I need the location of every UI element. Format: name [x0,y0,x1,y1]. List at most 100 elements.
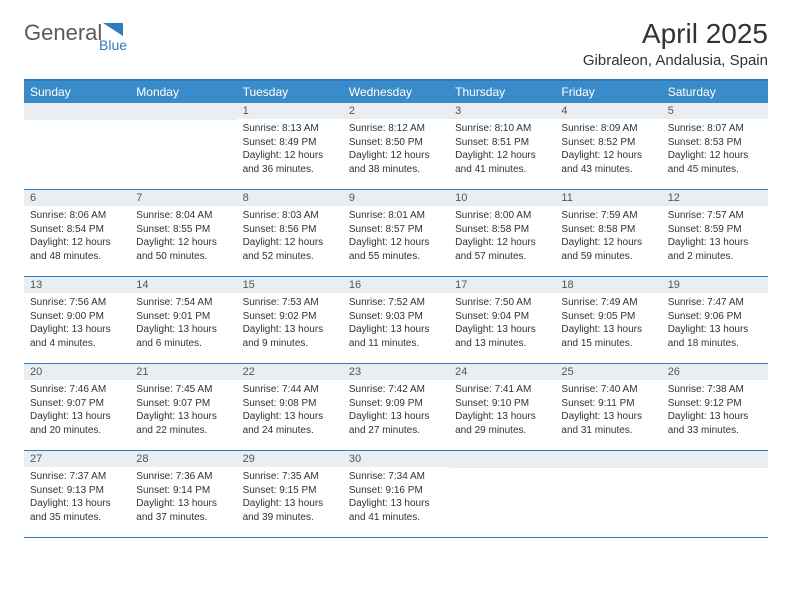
sunrise-line: Sunrise: 8:07 AM [668,122,762,136]
daylight-line: and 59 minutes. [561,250,655,264]
day-body: Sunrise: 7:46 AMSunset: 9:07 PMDaylight:… [24,380,130,441]
sunset-line: Sunset: 9:10 PM [455,397,549,411]
day-number: 10 [449,190,555,206]
daylight-line: and 15 minutes. [561,337,655,351]
sunset-line: Sunset: 8:53 PM [668,136,762,150]
sunset-line: Sunset: 8:49 PM [243,136,337,150]
daylight-line: and 43 minutes. [561,163,655,177]
day-cell: 22Sunrise: 7:44 AMSunset: 9:08 PMDayligh… [237,364,343,450]
empty-cell [555,451,661,537]
sunset-line: Sunset: 9:07 PM [30,397,124,411]
day-number: 19 [662,277,768,293]
daylight-line: and 35 minutes. [30,511,124,525]
sunrise-line: Sunrise: 8:09 AM [561,122,655,136]
day-number [662,451,768,468]
day-cell: 3Sunrise: 8:10 AMSunset: 8:51 PMDaylight… [449,103,555,189]
daylight-line: Daylight: 13 hours [243,410,337,424]
weekday-header: Wednesday [343,81,449,103]
daylight-line: Daylight: 13 hours [136,323,230,337]
day-number: 7 [130,190,236,206]
sunrise-line: Sunrise: 7:52 AM [349,296,443,310]
day-cell: 13Sunrise: 7:56 AMSunset: 9:00 PMDayligh… [24,277,130,363]
day-body: Sunrise: 7:57 AMSunset: 8:59 PMDaylight:… [662,206,768,267]
day-number: 23 [343,364,449,380]
daylight-line: and 2 minutes. [668,250,762,264]
sunrise-line: Sunrise: 7:53 AM [243,296,337,310]
sunrise-line: Sunrise: 7:34 AM [349,470,443,484]
sunrise-line: Sunrise: 8:01 AM [349,209,443,223]
empty-cell [24,103,130,189]
daylight-line: Daylight: 12 hours [349,236,443,250]
week-row: 27Sunrise: 7:37 AMSunset: 9:13 PMDayligh… [24,451,768,538]
sunset-line: Sunset: 9:02 PM [243,310,337,324]
sunset-line: Sunset: 8:52 PM [561,136,655,150]
day-number: 29 [237,451,343,467]
day-body: Sunrise: 8:10 AMSunset: 8:51 PMDaylight:… [449,119,555,180]
day-cell: 1Sunrise: 8:13 AMSunset: 8:49 PMDaylight… [237,103,343,189]
sunset-line: Sunset: 9:01 PM [136,310,230,324]
daylight-line: and 24 minutes. [243,424,337,438]
daylight-line: Daylight: 12 hours [455,149,549,163]
daylight-line: Daylight: 13 hours [30,323,124,337]
day-number: 25 [555,364,661,380]
daylight-line: Daylight: 13 hours [243,497,337,511]
day-body: Sunrise: 7:50 AMSunset: 9:04 PMDaylight:… [449,293,555,354]
sunrise-line: Sunrise: 8:12 AM [349,122,443,136]
daylight-line: Daylight: 13 hours [668,236,762,250]
week-row: 1Sunrise: 8:13 AMSunset: 8:49 PMDaylight… [24,103,768,190]
daylight-line: and 38 minutes. [349,163,443,177]
sunset-line: Sunset: 8:58 PM [455,223,549,237]
daylight-line: and 18 minutes. [668,337,762,351]
day-number: 1 [237,103,343,119]
daylight-line: Daylight: 12 hours [561,149,655,163]
day-number: 15 [237,277,343,293]
calendar: SundayMondayTuesdayWednesdayThursdayFrid… [24,79,768,538]
daylight-line: Daylight: 12 hours [455,236,549,250]
day-number: 14 [130,277,236,293]
daylight-line: and 20 minutes. [30,424,124,438]
day-cell: 2Sunrise: 8:12 AMSunset: 8:50 PMDaylight… [343,103,449,189]
daylight-line: and 6 minutes. [136,337,230,351]
daylight-line: Daylight: 13 hours [455,410,549,424]
daylight-line: and 11 minutes. [349,337,443,351]
logo-word2: Blue [99,37,127,50]
daylight-line: Daylight: 12 hours [30,236,124,250]
daylight-line: and 41 minutes. [349,511,443,525]
sunrise-line: Sunrise: 7:41 AM [455,383,549,397]
week-row: 13Sunrise: 7:56 AMSunset: 9:00 PMDayligh… [24,277,768,364]
day-number: 8 [237,190,343,206]
daylight-line: and 29 minutes. [455,424,549,438]
day-body: Sunrise: 7:37 AMSunset: 9:13 PMDaylight:… [24,467,130,528]
empty-cell [449,451,555,537]
day-number: 12 [662,190,768,206]
daylight-line: Daylight: 13 hours [668,410,762,424]
header: General Blue April 2025 Gibraleon, Andal… [24,18,768,69]
sunrise-line: Sunrise: 8:06 AM [30,209,124,223]
day-body: Sunrise: 8:04 AMSunset: 8:55 PMDaylight:… [130,206,236,267]
day-body: Sunrise: 8:09 AMSunset: 8:52 PMDaylight:… [555,119,661,180]
sunrise-line: Sunrise: 7:50 AM [455,296,549,310]
sunset-line: Sunset: 9:00 PM [30,310,124,324]
daylight-line: and 31 minutes. [561,424,655,438]
day-body: Sunrise: 7:49 AMSunset: 9:05 PMDaylight:… [555,293,661,354]
week-row: 20Sunrise: 7:46 AMSunset: 9:07 PMDayligh… [24,364,768,451]
day-cell: 9Sunrise: 8:01 AMSunset: 8:57 PMDaylight… [343,190,449,276]
day-body: Sunrise: 8:01 AMSunset: 8:57 PMDaylight:… [343,206,449,267]
daylight-line: and 48 minutes. [30,250,124,264]
day-number: 16 [343,277,449,293]
daylight-line: and 22 minutes. [136,424,230,438]
sunset-line: Sunset: 9:14 PM [136,484,230,498]
day-cell: 10Sunrise: 8:00 AMSunset: 8:58 PMDayligh… [449,190,555,276]
day-number [555,451,661,468]
daylight-line: and 33 minutes. [668,424,762,438]
day-number: 22 [237,364,343,380]
day-body: Sunrise: 7:45 AMSunset: 9:07 PMDaylight:… [130,380,236,441]
day-body: Sunrise: 7:47 AMSunset: 9:06 PMDaylight:… [662,293,768,354]
day-body: Sunrise: 7:40 AMSunset: 9:11 PMDaylight:… [555,380,661,441]
day-number: 17 [449,277,555,293]
day-body: Sunrise: 7:52 AMSunset: 9:03 PMDaylight:… [343,293,449,354]
daylight-line: Daylight: 13 hours [30,497,124,511]
day-number [130,103,236,120]
sunrise-line: Sunrise: 7:59 AM [561,209,655,223]
daylight-line: Daylight: 12 hours [136,236,230,250]
